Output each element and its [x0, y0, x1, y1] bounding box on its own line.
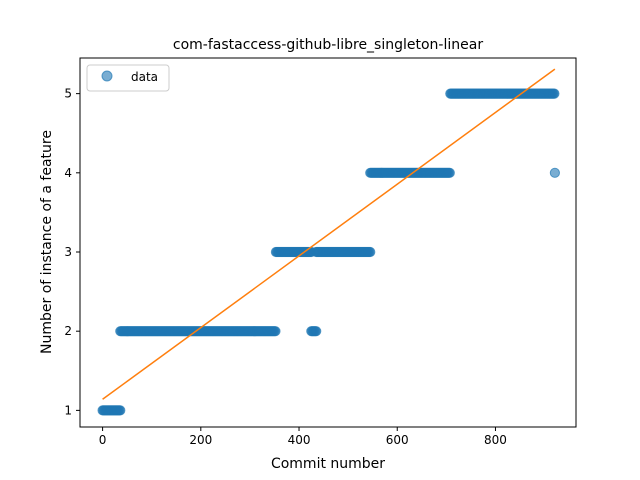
x-tick-label: 600: [386, 433, 409, 447]
data-layer: [97, 88, 560, 416]
legend-marker-data: [101, 70, 113, 82]
y-axis-label: Number of instance of a feature: [39, 130, 55, 354]
data-point: [270, 326, 281, 337]
plot-frame: [79, 57, 577, 428]
fit-line: [102, 68, 556, 400]
fit-layer: [102, 68, 556, 400]
x-tick-label: 800: [484, 433, 507, 447]
y-tick-label: 4: [64, 166, 72, 180]
data-point: [549, 167, 560, 178]
x-tick-label: 400: [288, 433, 311, 447]
data-point: [549, 88, 560, 99]
data-point: [311, 326, 322, 337]
x-tick-label: 200: [189, 433, 212, 447]
x-axis-ticks: 0 200 400 600 800: [99, 427, 507, 447]
y-tick-label: 5: [64, 87, 72, 101]
x-axis-label: Commit number: [271, 456, 385, 472]
y-tick-label: 2: [64, 324, 72, 338]
x-tick-label: 0: [99, 433, 107, 447]
legend-label-data: data: [131, 70, 158, 84]
data-point: [115, 405, 126, 416]
data-point: [365, 246, 376, 258]
y-axis-ticks: 1 2 3 4 5: [64, 87, 80, 417]
y-tick-label: 3: [64, 245, 72, 259]
legend: data: [86, 64, 170, 92]
chart-title: com-fastaccess-github-libre_singleton-li…: [173, 37, 483, 53]
y-tick-label: 1: [64, 403, 72, 417]
data-point: [444, 167, 455, 178]
